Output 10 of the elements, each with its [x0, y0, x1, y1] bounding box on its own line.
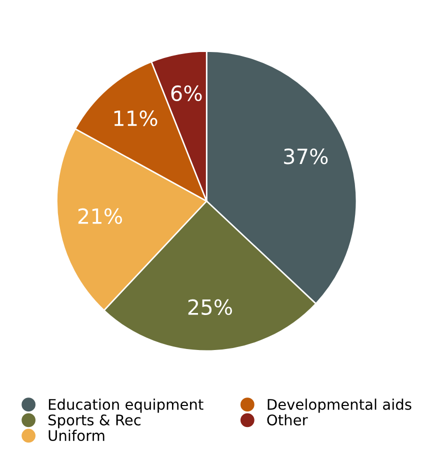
data-label: 25%: [188, 299, 232, 315]
legend-label: Other: [267, 414, 308, 426]
legend-label: Uniform: [48, 430, 104, 442]
data-label: 37%: [284, 148, 328, 164]
data-label: 6%: [171, 85, 202, 102]
legend-label: Developmental aids: [268, 398, 412, 413]
legend-label: Sports & Rec: [48, 414, 140, 428]
legend-label: Education equipment: [48, 398, 204, 413]
data-label: 11%: [114, 110, 158, 126]
data-label: 21%: [78, 208, 122, 224]
